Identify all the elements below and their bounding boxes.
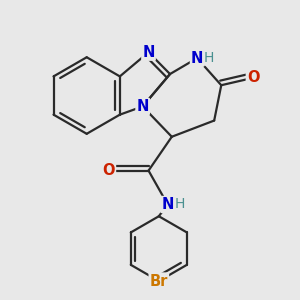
Text: O: O [103,163,115,178]
Text: H: H [174,197,184,212]
Text: N: N [142,45,155,60]
Text: N: N [191,51,203,66]
Text: Br: Br [150,274,168,289]
Text: H: H [204,51,214,65]
Text: N: N [161,197,174,212]
Text: O: O [247,70,259,86]
Text: N: N [136,99,149,114]
